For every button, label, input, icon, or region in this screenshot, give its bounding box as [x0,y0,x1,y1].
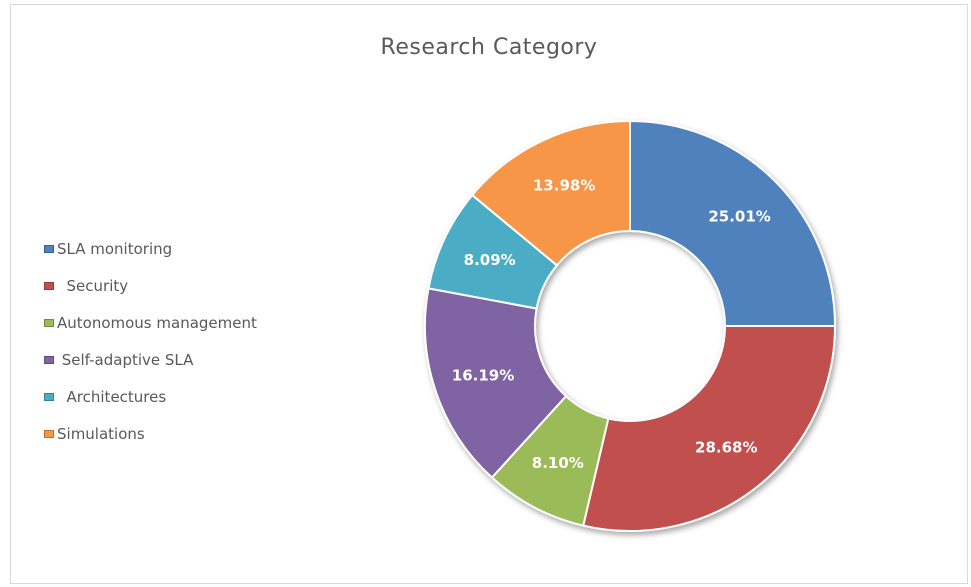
donut-chart: 25.01% 28.68% 8.10% 16.19% 8.09% 13.98% [424,119,837,532]
legend-item-autonomous-management: Autonomous management [44,304,257,341]
data-label-simulations: 13.98% [533,177,595,195]
legend-item-simulations: Simulations [44,415,257,452]
legend-swatch [44,318,54,327]
legend-label: SLA monitoring [57,239,173,258]
data-label-sla-monitoring: 25.01% [708,207,770,225]
donut-slice-sla-monitoring [629,119,837,327]
legend-item-architectures: Architectures [44,378,257,415]
data-label-security: 28.68% [695,438,757,456]
legend-swatch [44,392,54,401]
legend-swatch [44,355,54,364]
legend-swatch [44,244,54,253]
data-label-self-adaptive-sla: 16.19% [452,366,514,384]
donut-data-labels: 25.01% 28.68% 8.10% 16.19% 8.09% 13.98% [452,177,771,472]
donut-slices [424,119,837,532]
legend-item-sla-monitoring: SLA monitoring [44,230,257,267]
legend-label: Autonomous management [57,313,257,332]
data-label-architectures: 8.09% [464,251,516,269]
legend-item-self-adaptive-sla: Self-adaptive SLA [44,341,257,378]
legend-label: Simulations [57,424,145,443]
donut-slice-security [582,324,837,532]
donut-slice-simulations [470,119,631,267]
legend-label: Self-adaptive SLA [57,350,194,369]
chart-frame: Research Category SLA monitoring Securit… [10,4,968,584]
chart-legend: SLA monitoring Security Autonomous manag… [44,230,257,452]
legend-label: Security [57,276,129,295]
legend-label: Architectures [57,387,167,406]
data-label-autonomous-management: 8.10% [532,454,584,472]
legend-swatch [44,429,54,438]
legend-item-security: Security [44,267,257,304]
donut-slice-self-adaptive-sla [424,287,568,479]
chart-title: Research Category [380,35,598,60]
legend-swatch [44,281,54,290]
